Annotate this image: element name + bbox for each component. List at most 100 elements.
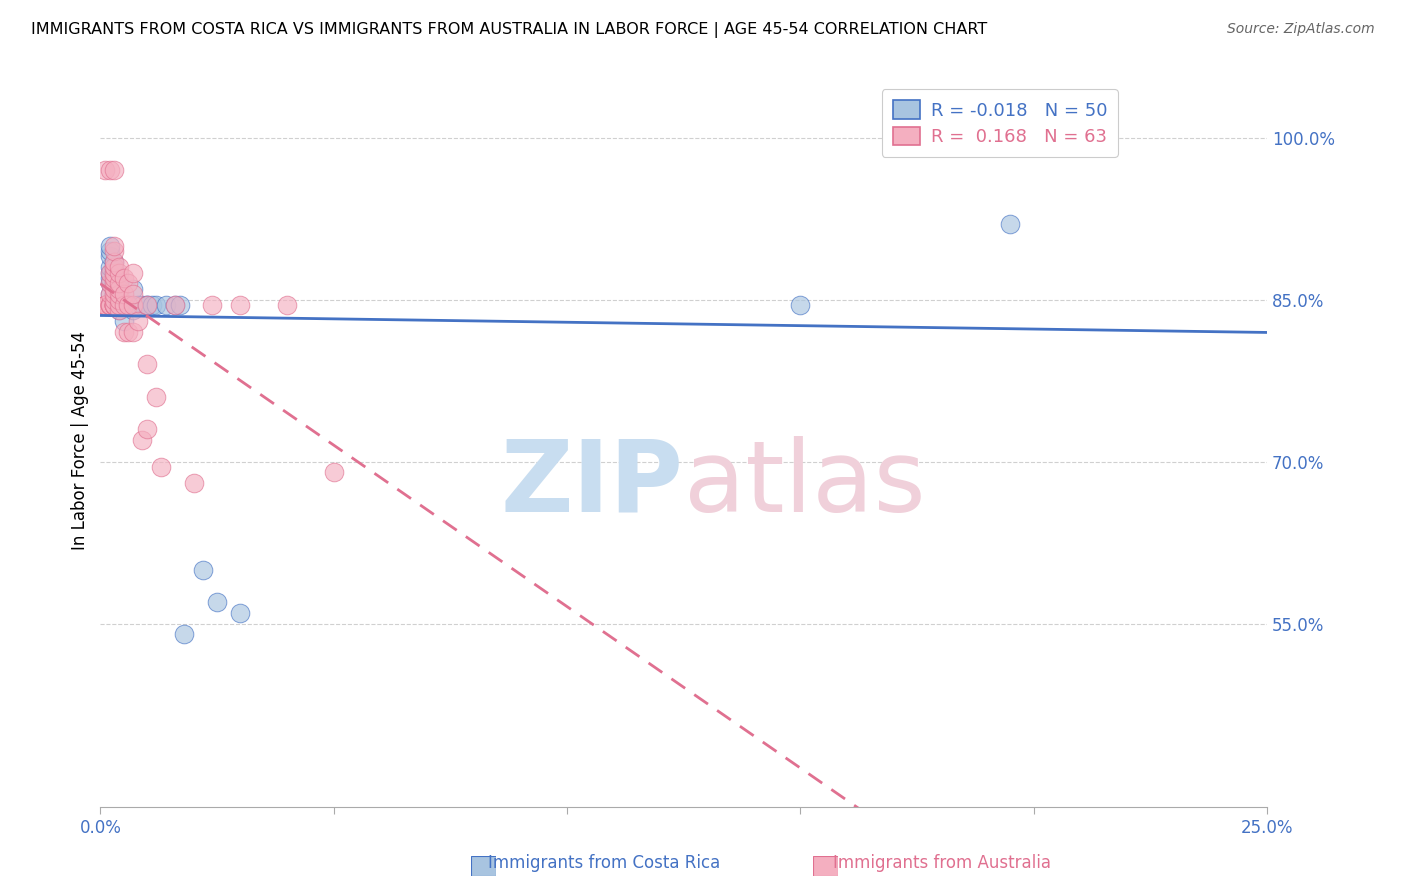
Point xyxy=(163,298,186,312)
Point xyxy=(103,266,125,280)
Point xyxy=(103,282,125,296)
Point xyxy=(103,298,125,312)
Point xyxy=(98,163,121,178)
Point xyxy=(169,298,191,312)
Point xyxy=(103,298,125,312)
Point xyxy=(103,287,125,301)
Point xyxy=(112,271,135,285)
Point xyxy=(201,298,224,312)
Point xyxy=(122,303,145,318)
Point xyxy=(94,298,117,312)
Point xyxy=(131,298,153,312)
Point xyxy=(94,298,117,312)
Point xyxy=(108,298,131,312)
Point xyxy=(108,293,131,307)
Text: Source: ZipAtlas.com: Source: ZipAtlas.com xyxy=(1227,22,1375,37)
Point xyxy=(122,325,145,339)
Point xyxy=(103,238,125,252)
Point xyxy=(98,260,121,275)
Point xyxy=(117,277,139,291)
Point xyxy=(136,358,159,372)
Point xyxy=(276,298,298,312)
Text: IMMIGRANTS FROM COSTA RICA VS IMMIGRANTS FROM AUSTRALIA IN LABOR FORCE | AGE 45-: IMMIGRANTS FROM COSTA RICA VS IMMIGRANTS… xyxy=(31,22,987,38)
Point xyxy=(163,298,186,312)
Point xyxy=(103,277,125,291)
Point xyxy=(103,277,125,291)
Point xyxy=(94,298,117,312)
Point xyxy=(103,262,125,277)
Point xyxy=(112,298,135,312)
Point xyxy=(145,298,167,312)
Point xyxy=(94,298,117,312)
Point xyxy=(127,314,149,328)
Point xyxy=(98,287,121,301)
Point xyxy=(98,287,121,301)
Point xyxy=(183,476,205,491)
Text: Immigrants from Costa Rica: Immigrants from Costa Rica xyxy=(488,855,721,872)
Point xyxy=(98,298,121,312)
Point xyxy=(173,627,195,641)
Point xyxy=(108,293,131,307)
Point xyxy=(98,298,121,312)
Point xyxy=(103,298,125,312)
Point xyxy=(155,298,177,312)
Point xyxy=(94,163,117,178)
Point xyxy=(103,255,125,269)
Point xyxy=(98,271,121,285)
Point xyxy=(122,266,145,280)
Point xyxy=(136,298,159,312)
Point xyxy=(122,287,145,301)
Point xyxy=(108,277,131,291)
Point xyxy=(145,390,167,404)
Point xyxy=(112,325,135,339)
Point xyxy=(136,422,159,436)
Point xyxy=(98,298,121,312)
Point xyxy=(136,298,159,312)
Point xyxy=(103,298,125,312)
Point xyxy=(131,433,153,447)
Point xyxy=(108,303,131,318)
Point xyxy=(108,260,131,275)
Point xyxy=(103,298,125,312)
Point xyxy=(108,298,131,312)
Point xyxy=(322,466,344,480)
Point xyxy=(94,298,117,312)
Point xyxy=(108,282,131,296)
Point xyxy=(122,282,145,296)
Point xyxy=(94,298,117,312)
Point xyxy=(205,595,228,609)
Point xyxy=(103,298,125,312)
Point xyxy=(98,250,121,264)
Text: atlas: atlas xyxy=(683,435,925,533)
Point xyxy=(94,298,117,312)
Point xyxy=(191,563,214,577)
Text: Immigrants from Australia: Immigrants from Australia xyxy=(832,855,1052,872)
Point xyxy=(117,298,139,312)
Point xyxy=(108,266,131,280)
Point xyxy=(94,298,117,312)
Point xyxy=(103,298,125,312)
Point xyxy=(98,244,121,259)
Point xyxy=(103,266,125,280)
Point xyxy=(103,298,125,312)
Point xyxy=(117,298,139,312)
Point xyxy=(103,260,125,275)
Point xyxy=(103,282,125,296)
Point xyxy=(108,303,131,318)
Point xyxy=(103,298,125,312)
Point xyxy=(103,271,125,285)
Point xyxy=(141,298,163,312)
Point xyxy=(98,277,121,291)
Point xyxy=(98,266,121,280)
Point xyxy=(103,293,125,307)
Point xyxy=(98,298,121,312)
Point xyxy=(103,271,125,285)
Point xyxy=(103,244,125,259)
Point xyxy=(1000,217,1022,231)
Point xyxy=(98,266,121,280)
Legend: R = -0.018   N = 50, R =  0.168   N = 63: R = -0.018 N = 50, R = 0.168 N = 63 xyxy=(882,89,1118,157)
Point xyxy=(98,277,121,291)
Point xyxy=(108,282,131,296)
Point xyxy=(103,293,125,307)
Point xyxy=(103,260,125,275)
